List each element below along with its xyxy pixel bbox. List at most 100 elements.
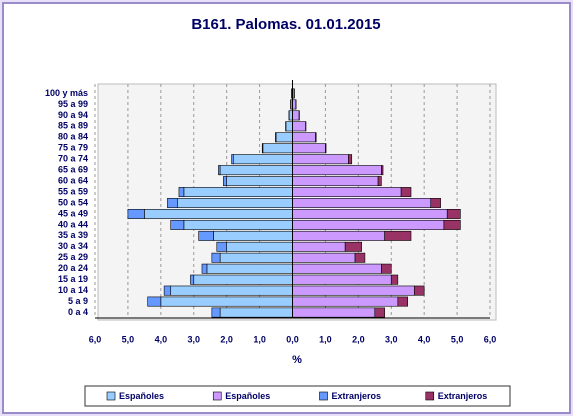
bar [231,154,234,165]
bar [163,285,172,296]
bar [292,143,326,154]
legend [84,385,511,407]
x-tick-label: 2,0 [352,334,365,344]
bar [443,219,461,230]
y-tick-label: 55 a 59 [58,186,88,196]
y-tick-label: 0 a 4 [68,307,88,317]
bar [183,219,293,230]
x-tick-label: 3,0 [187,334,200,344]
bar [292,252,356,263]
bar [384,230,412,241]
legend-label: Españoles [119,391,164,401]
bar [261,143,264,154]
bar [127,208,145,219]
bar [292,121,306,132]
bar [170,219,185,230]
bar [198,230,214,241]
bar [397,296,409,307]
x-tick-label: 1,0 [253,334,266,344]
bar [381,263,392,274]
x-tick-label: 0,0 [286,334,299,344]
chart-title: B161. Palomas. 01.01.2015 [191,16,380,33]
bar [348,154,353,165]
y-tick-label: 100 y más [45,88,88,98]
bar [381,165,384,176]
y-tick-label: 85 a 89 [58,121,88,131]
bar [292,110,300,121]
x-tick-label: 4,0 [418,334,431,344]
bar [176,198,293,208]
x-tick-label: 2,0 [220,334,233,344]
legend-swatch [425,391,435,401]
bar [211,252,221,263]
bar [292,208,448,219]
y-tick-label: 75 a 79 [58,143,88,153]
legend-swatch [212,391,222,401]
bar [223,176,227,187]
y-tick-label: 30 a 34 [58,241,88,251]
x-tick-label: 5,0 [451,334,464,344]
bar [218,165,221,176]
bar [216,241,227,252]
bar [430,198,441,208]
x-tick-label: 3,0 [385,334,398,344]
x-axis-label: % [292,354,302,366]
bar [344,241,362,252]
y-tick-label: 90 a 94 [58,110,88,120]
y-tick-label: 10 a 14 [58,285,88,295]
bar [292,307,376,318]
bar [292,219,445,230]
y-tick-label: 65 a 69 [58,165,88,175]
bar [219,307,293,318]
bar [292,198,432,208]
bar [354,252,366,263]
bar [144,208,293,219]
bar [292,187,402,198]
bar [275,132,293,143]
legend-label: Extranjeros [332,391,382,401]
x-tick-label: 6,0 [484,334,497,344]
legend-label: Españoles [225,391,270,401]
bar [170,285,293,296]
bar [292,285,415,296]
y-tick-label: 70 a 74 [58,154,88,164]
bar [285,121,293,132]
bar [413,285,425,296]
bar [219,165,293,176]
bar [262,143,293,154]
y-tick-label: 20 a 24 [58,263,88,273]
bar [315,132,317,143]
bar [377,176,382,187]
bar [193,274,293,285]
y-tick-label: 80 a 84 [58,132,88,142]
bar [292,263,382,274]
y-tick-label: 95 a 99 [58,99,88,109]
x-tick-label: 6,0 [89,334,102,344]
bar [292,230,385,241]
bar [160,296,293,307]
y-tick-label: 60 a 64 [58,175,88,185]
bar [292,165,382,176]
y-tick-label: 45 a 49 [58,208,88,218]
bar [226,176,293,187]
bar [226,241,293,252]
bar [190,274,195,285]
bar [400,187,412,198]
bar [292,296,399,307]
bar [292,274,392,285]
bar [292,241,346,252]
legend-swatch [106,391,116,401]
bar [292,154,349,165]
bar [219,252,293,263]
y-tick-label: 15 a 19 [58,274,88,284]
bar [390,274,399,285]
bar [446,208,461,219]
x-tick-label: 1,0 [319,334,332,344]
bar [211,307,221,318]
bar [325,143,327,154]
bar [292,132,316,143]
y-tick-label: 25 a 29 [58,252,88,262]
x-tick-label: 5,0 [122,334,135,344]
